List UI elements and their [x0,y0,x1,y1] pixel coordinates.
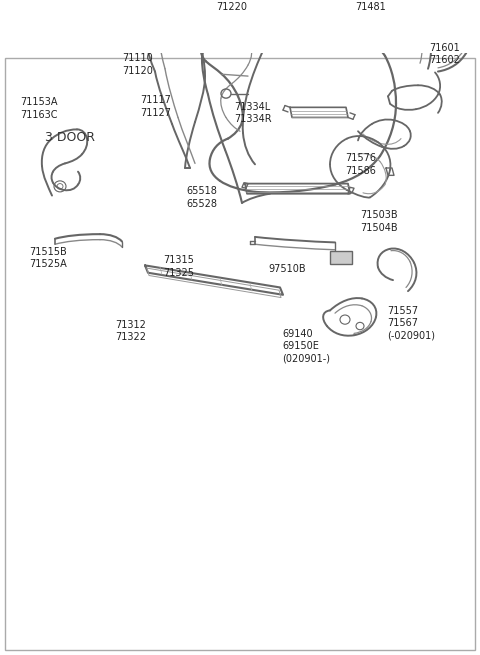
Text: 71315
71325: 71315 71325 [163,255,194,278]
Text: 71334L
71334R: 71334L 71334R [234,102,272,124]
Text: 71471
71481: 71471 71481 [355,0,386,12]
Bar [330,251,352,265]
Text: 3 DOOR: 3 DOOR [45,131,95,144]
Text: 71576
71586: 71576 71586 [345,153,376,176]
Text: 71117
71127: 71117 71127 [140,96,171,118]
Text: 71515B
71525A: 71515B 71525A [29,247,67,269]
Text: 71110
71120: 71110 71120 [122,53,153,75]
Text: 71601
71602: 71601 71602 [429,43,460,66]
Text: 69140
69150E
(020901-): 69140 69150E (020901-) [282,329,330,364]
Text: 65518
65528: 65518 65528 [186,187,217,209]
Text: 71210
71220: 71210 71220 [216,0,248,12]
Text: 71312
71322: 71312 71322 [115,320,146,342]
Text: 71153A
71163C: 71153A 71163C [20,97,58,120]
Text: 71503B
71504B: 71503B 71504B [360,210,397,233]
Text: 97510B: 97510B [268,265,306,274]
Text: 71557
71567
(-020901): 71557 71567 (-020901) [387,306,435,341]
